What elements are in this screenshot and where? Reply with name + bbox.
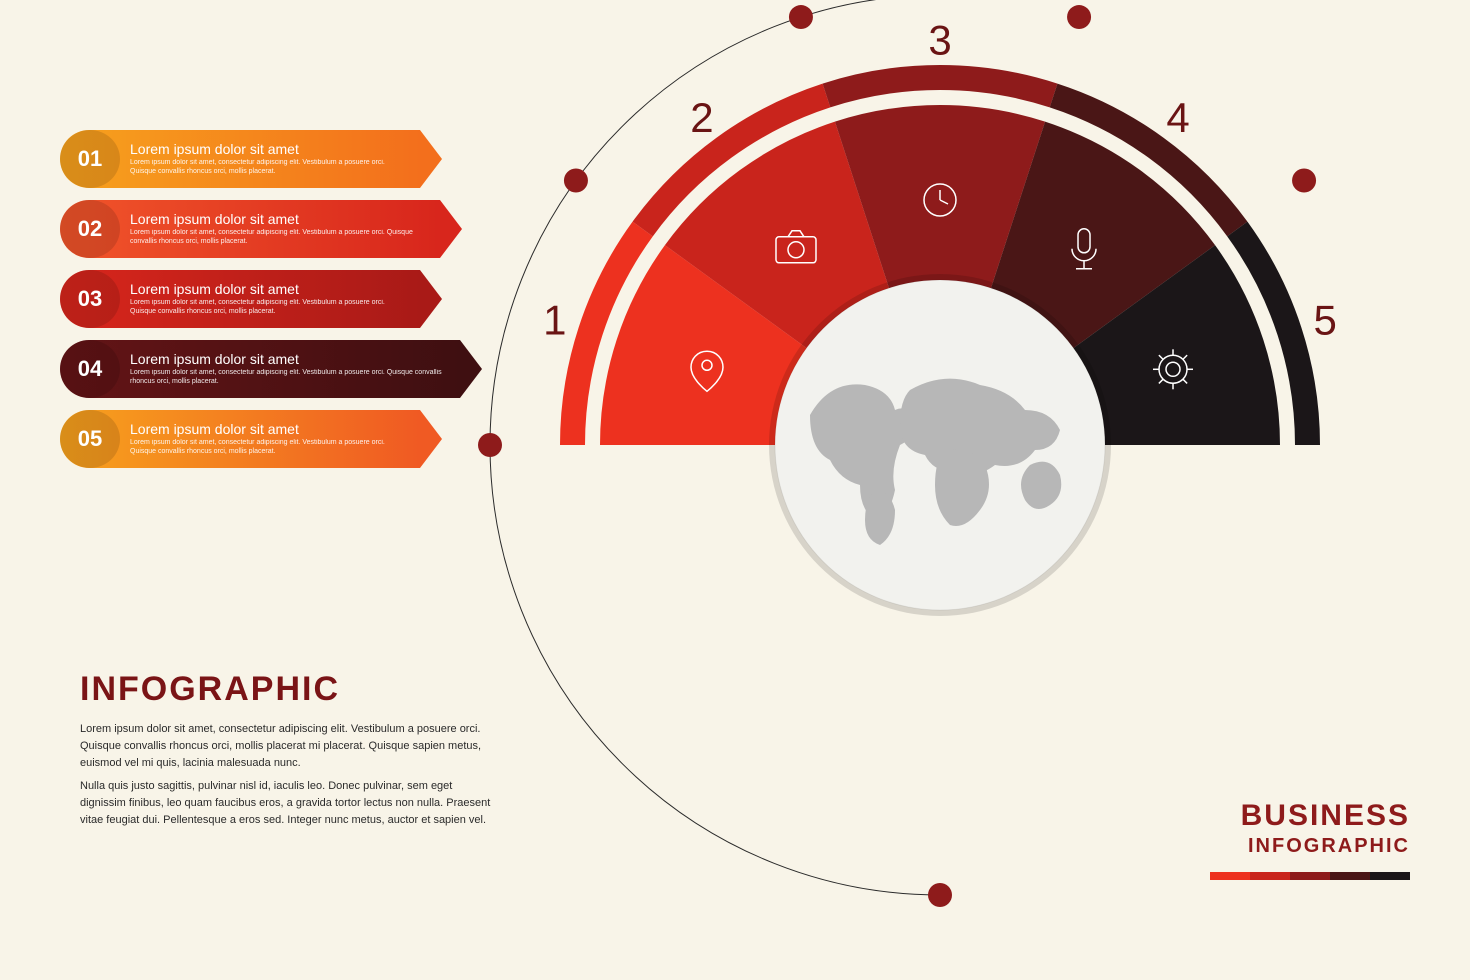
orbit-dot-icon (928, 883, 952, 907)
infographic-body: Lorem ipsum dolor sit amet, consectetur … (80, 721, 500, 829)
legend-title: Lorem ipsum dolor sit amet (130, 281, 410, 297)
legend-arrow-icon (420, 130, 442, 188)
legend-desc: Lorem ipsum dolor sit amet, consectetur … (130, 439, 410, 457)
color-swatches (1210, 872, 1410, 880)
color-swatch (1210, 872, 1250, 880)
infographic-title: INFOGRAPHIC (80, 670, 500, 709)
legend-item: 02 Lorem ipsum dolor sit amet Lorem ipsu… (60, 200, 440, 258)
legend-number: 05 (60, 410, 120, 468)
legend-title: Lorem ipsum dolor sit amet (130, 351, 450, 367)
legend-desc: Lorem ipsum dolor sit amet, consectetur … (130, 159, 410, 177)
legend-arrow-icon (460, 340, 482, 398)
color-swatch (1330, 872, 1370, 880)
business-label-line1: BUSINESS (1210, 799, 1410, 833)
segment-number: 5 (1313, 296, 1336, 343)
legend-item: 05 Lorem ipsum dolor sit amet Lorem ipsu… (60, 410, 420, 468)
segment-number: 2 (690, 94, 713, 141)
segment-number: 3 (928, 17, 951, 64)
legend-arrow-icon (420, 270, 442, 328)
legend-arrow-icon (440, 200, 462, 258)
business-label: BUSINESS INFOGRAPHIC (1210, 799, 1410, 880)
legend-desc: Lorem ipsum dolor sit amet, consectetur … (130, 369, 450, 387)
legend-title: Lorem ipsum dolor sit amet (130, 421, 410, 437)
business-label-line2: INFOGRAPHIC (1210, 835, 1410, 858)
legend-desc: Lorem ipsum dolor sit amet, consectetur … (130, 229, 430, 247)
orbit-dot-icon (1292, 168, 1316, 192)
segment-number: 4 (1166, 94, 1189, 141)
infographic-bottom-left: INFOGRAPHIC Lorem ipsum dolor sit amet, … (80, 670, 500, 835)
legend-title: Lorem ipsum dolor sit amet (130, 211, 430, 227)
color-swatch (1250, 872, 1290, 880)
orbit-dot-icon (1067, 5, 1091, 29)
legend-number: 01 (60, 130, 120, 188)
legend-title: Lorem ipsum dolor sit amet (130, 141, 410, 157)
orbit-dot-icon (564, 168, 588, 192)
segment-number: 1 (543, 296, 566, 343)
legend-number: 04 (60, 340, 120, 398)
legend-arrow-icon (420, 410, 442, 468)
radial-ring-segment (823, 65, 1058, 107)
color-swatch (1290, 872, 1330, 880)
legend-list: 01 Lorem ipsum dolor sit amet Lorem ipsu… (60, 130, 460, 480)
legend-number: 03 (60, 270, 120, 328)
color-swatch (1370, 872, 1410, 880)
legend-number: 02 (60, 200, 120, 258)
legend-item: 04 Lorem ipsum dolor sit amet Lorem ipsu… (60, 340, 460, 398)
orbit-dot-icon (478, 433, 502, 457)
legend-item: 01 Lorem ipsum dolor sit amet Lorem ipsu… (60, 130, 420, 188)
legend-item: 03 Lorem ipsum dolor sit amet Lorem ipsu… (60, 270, 420, 328)
legend-desc: Lorem ipsum dolor sit amet, consectetur … (130, 299, 410, 317)
orbit-dot-icon (789, 5, 813, 29)
